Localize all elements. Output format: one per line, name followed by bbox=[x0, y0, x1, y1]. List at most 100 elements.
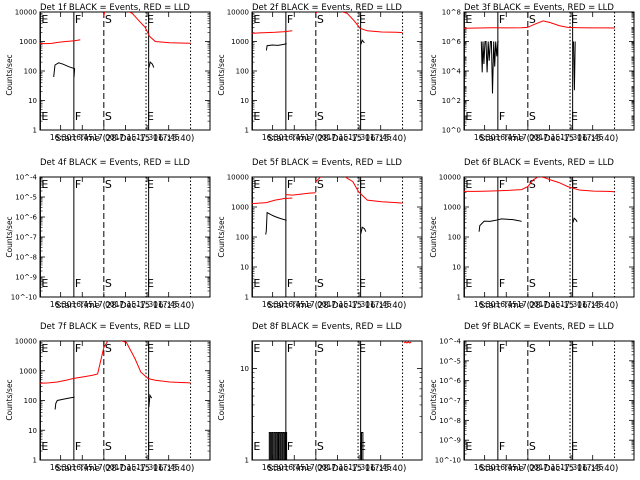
event-label-top: E bbox=[571, 13, 578, 26]
event-label-top: E bbox=[571, 178, 578, 191]
event-label-top: E bbox=[359, 13, 366, 26]
y-tick-label: 1000 bbox=[19, 38, 37, 46]
event-label: F bbox=[75, 277, 81, 290]
series-events-line bbox=[268, 432, 288, 460]
y-tick-label: 1000 bbox=[19, 367, 37, 375]
event-label-top: S bbox=[317, 342, 324, 355]
x-tick-label: 17:15 bbox=[327, 463, 349, 472]
y-tick-label: 10^4 bbox=[442, 68, 462, 76]
x-axis-label: Start Time (28-Dec-15 16:15:40) bbox=[56, 301, 195, 311]
event-label: E bbox=[41, 277, 48, 290]
y-tick-label: 10^8 bbox=[442, 9, 461, 17]
y-tick-label: 10^-9 bbox=[439, 437, 461, 445]
series-lld-line bbox=[464, 177, 615, 193]
y-axis-label: Counts/sec bbox=[429, 216, 438, 257]
series-events-line bbox=[360, 39, 365, 45]
x-tick-label: 16:30 bbox=[50, 133, 72, 142]
x-tick-label: 17:15 bbox=[539, 300, 561, 309]
series-lld-line bbox=[464, 20, 615, 29]
event-label-top: E bbox=[253, 342, 260, 355]
x-tick-label: 17:15 bbox=[539, 133, 561, 142]
y-tick-label: 1000 bbox=[231, 38, 249, 46]
y-axis-label: Counts/sec bbox=[5, 379, 14, 420]
y-axis-label: Counts/sec bbox=[429, 54, 438, 95]
event-label-top: S bbox=[105, 13, 112, 26]
y-tick-label: 10^-6 bbox=[15, 214, 37, 222]
event-label-top: E bbox=[465, 13, 472, 26]
y-tick-label: 100 bbox=[24, 397, 37, 405]
x-axis-label: Start Time (28-Dec-15 16:15:40) bbox=[56, 134, 195, 144]
event-label: E bbox=[41, 440, 48, 453]
event-label-top: E bbox=[359, 178, 366, 191]
x-tick-label: 17:15 bbox=[115, 300, 137, 309]
x-tick-label: 17:30 bbox=[348, 133, 370, 142]
event-label-top: E bbox=[253, 13, 260, 26]
series-lld-line bbox=[315, 12, 403, 34]
event-label-top: F bbox=[75, 13, 81, 26]
chart-8: 16:30 16:45 17:00 17:15 17:30 17:45 1 10 E E F F S S E… bbox=[240, 340, 423, 472]
event-label: S bbox=[317, 440, 324, 453]
event-label: E bbox=[465, 277, 472, 290]
y-tick-label: 1 bbox=[245, 127, 249, 135]
event-label-top: E bbox=[253, 178, 260, 191]
y-tick-label: 1 bbox=[33, 127, 37, 135]
panel-det-8f: Det 8f BLACK = Events, RED = LLD Start T… bbox=[217, 322, 406, 474]
series-lld-line bbox=[103, 12, 191, 44]
x-tick-label: 17:30 bbox=[136, 133, 158, 142]
x-tick-label: 17:45 bbox=[158, 300, 180, 309]
x-axis-label: Start Time (28-Dec-15 16:15:40) bbox=[268, 301, 407, 311]
x-tick-label: 17:00 bbox=[93, 300, 115, 309]
event-label: E bbox=[359, 110, 366, 123]
event-label: F bbox=[499, 440, 505, 453]
y-tick-label: 100 bbox=[236, 68, 249, 76]
panel-det-2f: Det 2f BLACK = Events, RED = LLD Start T… bbox=[217, 3, 406, 144]
y-axis-label: Counts/sec bbox=[5, 54, 14, 95]
event-label-top: E bbox=[465, 178, 472, 191]
event-label: S bbox=[105, 440, 112, 453]
x-tick-label: 17:45 bbox=[370, 463, 392, 472]
y-tick-label: 10^-7 bbox=[439, 397, 461, 405]
event-label: S bbox=[105, 277, 112, 290]
event-label-top: S bbox=[529, 342, 536, 355]
event-label: F bbox=[287, 440, 293, 453]
chart-6: 16:30 16:45 17:00 17:15 17:30 17:45 1 10 100 1000… bbox=[439, 174, 635, 309]
panel-title: Det 6f BLACK = Events, RED = LLD bbox=[464, 158, 614, 168]
panel-title: Det 3f BLACK = Events, RED = LLD bbox=[464, 3, 614, 13]
y-tick-label: 100 bbox=[24, 68, 37, 76]
x-tick-label: 17:45 bbox=[582, 300, 604, 309]
event-label-top: S bbox=[105, 342, 112, 355]
x-tick-label: 17:45 bbox=[582, 463, 604, 472]
y-axis-label: Counts/sec bbox=[217, 54, 226, 95]
series-lld-line bbox=[285, 192, 316, 196]
series-events-line bbox=[572, 217, 578, 223]
chart-3: 16:30 16:45 17:00 17:15 17:30 17:45 10^0 10^2 10… bbox=[442, 9, 635, 142]
y-tick-label: 1 bbox=[245, 457, 249, 465]
x-tick-label: 17:00 bbox=[517, 300, 539, 309]
x-tick-label: 17:15 bbox=[115, 133, 137, 142]
x-tick-label: 17:00 bbox=[93, 133, 115, 142]
panel-det-6f: Det 6f BLACK = Events, RED = LLD Start T… bbox=[429, 158, 618, 311]
series-lld-line bbox=[252, 30, 293, 34]
panel-title: Det 7f BLACK = Events, RED = LLD bbox=[40, 322, 190, 332]
y-tick-label: 10 bbox=[28, 427, 37, 435]
y-tick-label: 1 bbox=[457, 294, 461, 302]
x-axis-label: Start Time (28-Dec-15 16:15:40) bbox=[480, 301, 619, 311]
event-label-top: F bbox=[499, 13, 505, 26]
event-label-top: S bbox=[529, 13, 536, 26]
x-tick-label: 17:30 bbox=[136, 300, 158, 309]
event-label: E bbox=[253, 440, 260, 453]
event-label: E bbox=[147, 440, 154, 453]
chart-2: 16:30 16:45 17:00 17:15 17:30 17:45 1 10 100 1000… bbox=[227, 9, 423, 142]
chart-4: 16:30 16:45 17:00 17:15 17:30 17:45 10^-10 10^-… bbox=[11, 174, 211, 309]
y-tick-label: 10 bbox=[28, 97, 37, 105]
event-label: S bbox=[529, 277, 536, 290]
x-tick-label: 16:45 bbox=[495, 133, 517, 142]
event-label: E bbox=[147, 110, 154, 123]
series-events-line bbox=[360, 226, 367, 234]
chart-7: 16:30 16:45 17:00 17:15 17:30 17:45 1 10 100 1000… bbox=[15, 338, 211, 472]
panel-title: Det 8f BLACK = Events, RED = LLD bbox=[252, 322, 402, 332]
x-tick-label: 16:30 bbox=[262, 463, 284, 472]
y-tick-label: 10^-5 bbox=[439, 357, 461, 365]
